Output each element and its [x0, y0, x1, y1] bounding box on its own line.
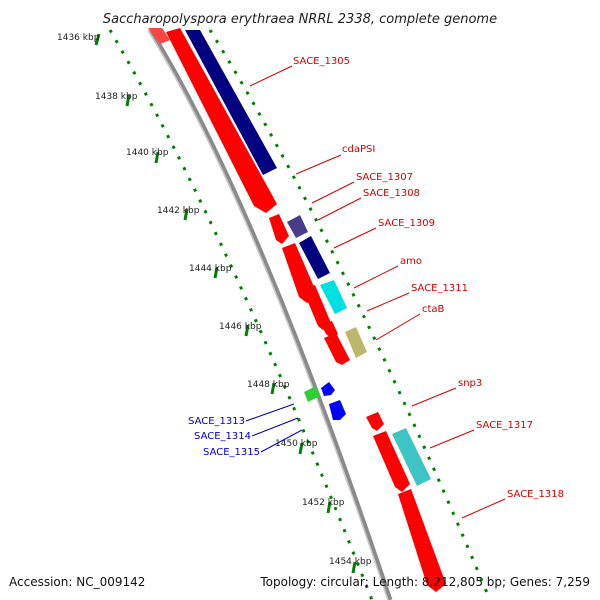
tick-label: 1454 kbp	[329, 557, 372, 567]
gene-leader-line	[251, 417, 299, 437]
gene-cds-sace-1305[interactable]	[166, 28, 277, 213]
gene-leader-line	[429, 429, 475, 449]
tick-mark	[351, 561, 357, 574]
gene-label[interactable]: ctaB	[422, 304, 445, 315]
tick-mark	[154, 151, 160, 164]
gene-label[interactable]: SACE_1317	[476, 420, 533, 431]
gene-cds-sace-1318[interactable]	[398, 489, 446, 592]
genome-backbone-highlight	[147, 29, 389, 600]
gene-label[interactable]: SACE_1311	[411, 283, 468, 294]
gene-leader-line	[311, 181, 355, 204]
gene-label[interactable]: amo	[400, 256, 422, 267]
gene-sace-1317-cyan[interactable]	[392, 428, 431, 486]
tick-mark	[326, 501, 332, 514]
gene-label[interactable]: SACE_1315	[203, 447, 260, 458]
gene-leader-line	[375, 313, 421, 341]
tick-mark	[298, 442, 304, 455]
gene-label[interactable]: SACE_1308	[363, 188, 420, 199]
tick-label: 1440 kbp	[126, 148, 169, 158]
gene-label[interactable]: cdaPSI	[342, 144, 375, 155]
gene-label[interactable]: SACE_1305	[293, 56, 350, 67]
gene-labels: SACE_1305 cdaPSI SACE_1307 SACE_1308 SACE_13…	[188, 56, 564, 519]
tick-label: 1436 kbp	[57, 33, 100, 43]
gene-leader-line	[249, 65, 293, 87]
gene-sace-1305-rna[interactable]	[185, 30, 277, 175]
gene-leader-line	[245, 403, 295, 422]
gene-cds-sace-1305b[interactable]	[148, 28, 170, 44]
gene-label[interactable]: SACE_1309	[378, 218, 435, 229]
tick-mark	[125, 94, 131, 107]
gene-sace-1308-purple[interactable]	[287, 215, 308, 238]
tick-mark	[183, 208, 189, 221]
gene-leader-line	[353, 265, 399, 289]
gene-cds-snp3[interactable]	[366, 412, 384, 431]
gene-label[interactable]: snp3	[458, 378, 482, 389]
tick-mark	[213, 266, 219, 279]
tick-label: 1444 kbp	[189, 264, 232, 274]
tick-label: 1442 kbp	[157, 206, 200, 216]
gene-leader-line	[260, 429, 303, 453]
tick-mark	[270, 382, 276, 395]
gene-leader-line	[333, 227, 377, 249]
gene-sace-1311-cyan[interactable]	[320, 280, 347, 314]
gene-sace-1309-darkblue[interactable]	[299, 236, 330, 279]
gene-cds-amo[interactable]	[324, 333, 350, 365]
gene-sace-1313[interactable]	[304, 386, 320, 402]
genome-backbone	[147, 28, 393, 600]
gene-cds-sace-1308[interactable]	[303, 285, 331, 330]
gene-cds-sace-1309[interactable]	[321, 321, 338, 338]
gene-label[interactable]: SACE_1313	[188, 416, 245, 427]
gene-leader-line	[461, 498, 506, 519]
gene-ctab-khaki[interactable]	[345, 327, 367, 358]
gene-sace-1315[interactable]	[329, 400, 346, 420]
topology-text: Topology: circular; Length: 8,212,805 bp…	[259, 575, 590, 589]
tick-mark	[244, 324, 250, 337]
gene-cds-cdapsi[interactable]	[269, 214, 289, 244]
gene-features	[148, 28, 446, 592]
gene-label[interactable]: SACE_1307	[356, 172, 413, 183]
gene-label[interactable]: SACE_1318	[507, 489, 564, 500]
map-title: Saccharopolyspora erythraea NRRL 2338, c…	[103, 12, 497, 27]
tick-label: 1452 kbp	[302, 498, 345, 508]
gene-cds-sace-1317[interactable]	[373, 431, 410, 492]
tick-label: 1438 kbp	[95, 92, 138, 102]
gene-label[interactable]: SACE_1314	[194, 431, 251, 442]
gene-leader-line	[366, 292, 410, 312]
tick-label: 1448 kbp	[247, 380, 290, 390]
tick-mark	[94, 33, 101, 46]
kbp-ticks: 1436 kbp 1438 kbp 1440 kbp 1442 kbp 1444 kbp…	[57, 33, 372, 574]
gene-leader-line	[411, 387, 457, 407]
gene-leader-line	[317, 197, 362, 221]
accession-text: Accession: NC_009142	[9, 575, 145, 589]
gene-sace-1314[interactable]	[321, 382, 335, 396]
outer-tick-ring	[208, 29, 492, 600]
gene-leader-line	[295, 154, 342, 175]
tick-label: 1450 kbp	[275, 439, 318, 449]
tick-label: 1446 kbp	[219, 322, 262, 332]
